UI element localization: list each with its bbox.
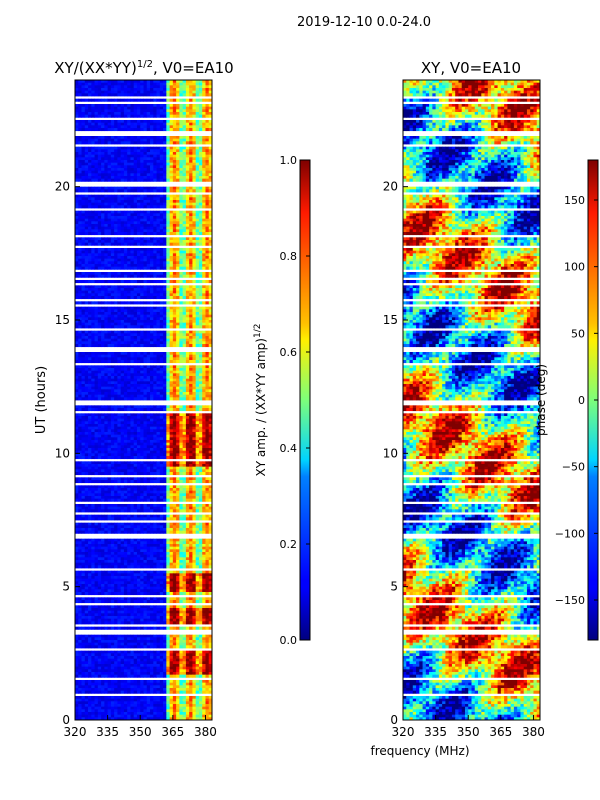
amplitude-axis-ticks: 320 335 350 365 380 0 5 10 15 20 xyxy=(55,180,217,739)
y-tick-label: 0 xyxy=(62,713,70,727)
x-tick-label: 365 xyxy=(161,725,184,739)
figure-title: 2019-12-10 0.0-24.0 xyxy=(297,15,431,30)
colorbar-tick-label: 150 xyxy=(564,194,585,207)
phase-panel: XY, V0=EA10 320 335 350 365 380 0 5 10 15 20 freq… xyxy=(370,59,544,758)
phase-axes-frame xyxy=(402,79,541,721)
phase-colorbar: −150 −100 −50 0 50 100 150 phase (deg) xyxy=(534,159,599,641)
colorbar-tick-label: 100 xyxy=(564,261,585,274)
colorbar-tick-label: −50 xyxy=(562,461,585,474)
colorbar-tick-label: 0.8 xyxy=(280,250,298,263)
x-tick-label: 350 xyxy=(129,725,152,739)
colorbar-tick-label: 0.4 xyxy=(280,442,298,455)
x-tick-label: 380 xyxy=(194,725,217,739)
amplitude-colorbar-label: XY amp. / (XX*YY amp)1/2 xyxy=(253,324,268,477)
x-tick-label: 320 xyxy=(64,725,87,739)
colorbar-tick-label: 50 xyxy=(571,327,585,340)
colorbar-tick-label: 0 xyxy=(578,394,585,407)
amplitude-panel-title: XY/(XX*YY)1/2, V0=EA10 xyxy=(54,59,233,77)
colorbar-tick-label: 0.0 xyxy=(280,634,298,647)
amplitude-axes-frame xyxy=(74,79,213,721)
x-tick-label: 320 xyxy=(392,725,415,739)
x-tick-label: 335 xyxy=(96,725,119,739)
y-tick-label: 10 xyxy=(55,446,70,460)
amplitude-colorbar-gradient xyxy=(299,159,311,641)
colorbar-tick-label: −150 xyxy=(555,594,585,607)
colorbar-tick-label: 1.0 xyxy=(280,154,298,167)
phase-heatmap xyxy=(403,80,540,720)
phase-colorbar-label: phase (deg) xyxy=(534,364,548,436)
x-tick-label: 335 xyxy=(424,725,447,739)
colorbar-tick-label: 0.6 xyxy=(280,346,298,359)
y-tick-label: 10 xyxy=(383,446,398,460)
y-tick-label: 5 xyxy=(62,580,70,594)
amplitude-heatmap xyxy=(75,80,212,720)
colorbar-tick-label: −100 xyxy=(555,527,585,540)
amplitude-colorbar-ticks: 0.0 0.2 0.4 0.6 0.8 1.0 xyxy=(280,154,310,647)
x-tick-label: 365 xyxy=(489,725,512,739)
y-tick-label: 15 xyxy=(383,313,398,327)
phase-colorbar-ticks: −150 −100 −50 0 50 100 150 xyxy=(555,194,598,607)
colorbar-tick-label: 0.2 xyxy=(280,538,298,551)
y-tick-label: 5 xyxy=(390,580,398,594)
x-tick-label: 380 xyxy=(522,725,545,739)
amplitude-panel: XY/(XX*YY)1/2, V0=EA10 320 335 350 365 380 0 5… xyxy=(34,59,234,739)
x-tick-label: 350 xyxy=(457,725,480,739)
amplitude-colorbar: 0.0 0.2 0.4 0.6 0.8 1.0 XY amp. / (XX*YY amp)… xyxy=(253,154,311,647)
phase-panel-title: XY, V0=EA10 xyxy=(421,59,521,77)
y-tick-label: 15 xyxy=(55,313,70,327)
x-axis-label: frequency (MHz) xyxy=(370,744,469,758)
y-tick-label: 0 xyxy=(390,713,398,727)
y-tick-label: 20 xyxy=(383,180,398,194)
phase-axis-ticks: 320 335 350 365 380 0 5 10 15 20 xyxy=(383,180,545,739)
y-tick-label: 20 xyxy=(55,180,70,194)
y-axis-label: UT (hours) xyxy=(34,366,49,434)
